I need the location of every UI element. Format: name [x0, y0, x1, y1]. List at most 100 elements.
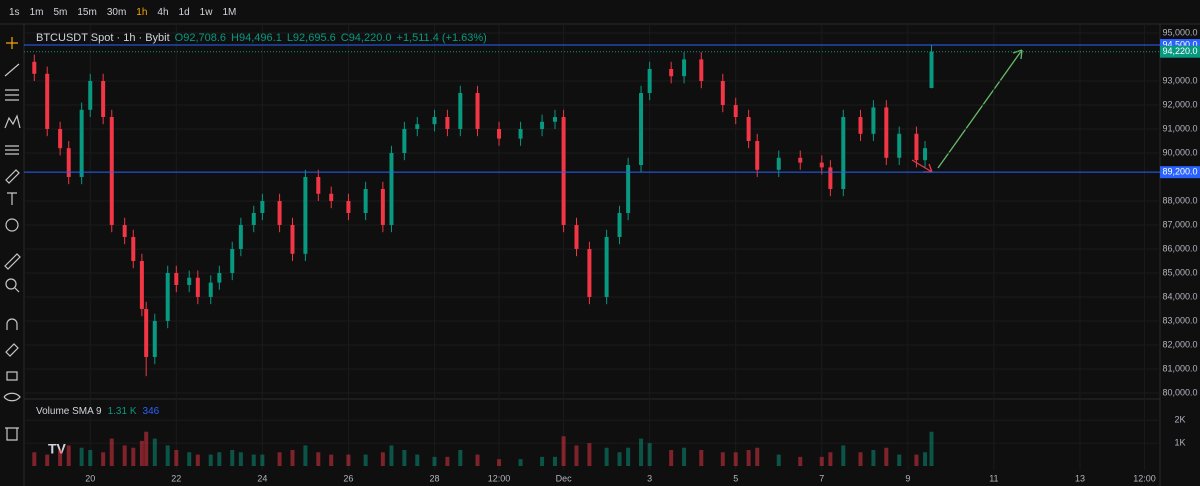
- volume-bar: [432, 456, 437, 466]
- y-tick-label: 80,000.0: [1162, 387, 1197, 397]
- volume-bar: [923, 452, 928, 466]
- volume-bar: [277, 452, 282, 466]
- candle-body: [174, 272, 179, 285]
- ohlc-value: C94,220.0: [340, 32, 392, 44]
- interval-button[interactable]: 1d: [178, 6, 190, 18]
- volume-bar: [626, 447, 631, 466]
- candle-body: [604, 236, 609, 297]
- x-tick-label: 12:00: [488, 473, 511, 483]
- volume-bar: [755, 447, 760, 466]
- volume-bar: [260, 454, 265, 466]
- interval-button[interactable]: 1s: [9, 6, 20, 18]
- x-tick-label: 7: [819, 473, 824, 483]
- volume-bar: [165, 445, 170, 466]
- volume-bar: [251, 454, 256, 466]
- x-tick-label: 12:00: [1133, 473, 1156, 483]
- candle-body: [144, 308, 149, 357]
- candle-body: [122, 224, 127, 237]
- drawing-tools[interactable]: [3, 37, 21, 441]
- interval-button[interactable]: 1w: [199, 6, 213, 18]
- volume-bar: [617, 452, 622, 466]
- volume-bar: [871, 450, 876, 466]
- volume-bar: [897, 454, 902, 466]
- volume-bar: [363, 454, 368, 466]
- volume-bar: [208, 454, 213, 466]
- volume-bar: [445, 456, 450, 466]
- volume-bar: [746, 450, 751, 466]
- volume-bar: [929, 431, 934, 466]
- volume-bar: [380, 452, 385, 466]
- volume-bar: [518, 459, 523, 466]
- volume-bar: [776, 454, 781, 466]
- volume-bar: [819, 456, 824, 466]
- candle-body: [923, 148, 928, 161]
- interval-button[interactable]: 4h: [157, 6, 169, 18]
- candle-body: [58, 128, 63, 149]
- candle-body: [626, 164, 631, 213]
- price-level-tag: [1160, 45, 1200, 58]
- candle-body: [914, 133, 919, 161]
- volume-bar: [195, 454, 200, 466]
- candle-body: [746, 116, 751, 141]
- candle-body: [617, 212, 622, 237]
- candle-body: [647, 68, 652, 93]
- volume-value: 346: [142, 406, 160, 417]
- volume-bar: [45, 454, 50, 466]
- candle-body: [561, 116, 566, 225]
- y-tick-label: 83,000.0: [1162, 315, 1197, 325]
- price-level-label: 94,500.0: [1162, 39, 1197, 49]
- y-tick-label: 90,000.0: [1162, 147, 1197, 157]
- candle-body: [445, 116, 450, 129]
- volume-bar: [389, 445, 394, 466]
- interval-button[interactable]: 1M: [222, 6, 237, 18]
- candle-body: [733, 104, 738, 117]
- x-tick-label: 20: [85, 473, 95, 483]
- volume-bar: [415, 454, 420, 466]
- volume-bar: [230, 450, 235, 466]
- candle-body: [88, 80, 93, 110]
- interval-button[interactable]: 15m: [77, 6, 97, 18]
- volume-bar: [174, 450, 179, 466]
- candle-body: [458, 92, 463, 129]
- ohlc-value: H94,496.1: [231, 32, 282, 44]
- price-level-label: 89,200.0: [1162, 167, 1197, 177]
- candle-body: [66, 148, 71, 177]
- interval-button[interactable]: 1h: [136, 6, 148, 18]
- candle-body: [402, 128, 407, 153]
- candle-body: [195, 277, 200, 297]
- interval-button[interactable]: 5m: [53, 6, 68, 18]
- candle-body: [251, 212, 256, 225]
- symbol: BTCUSDT Spot · 1h · Bybit: [36, 32, 170, 44]
- candle-body: [841, 116, 846, 189]
- volume-bar: [828, 452, 833, 466]
- volume-bar: [561, 436, 566, 466]
- x-tick-label: 24: [257, 473, 267, 483]
- x-tick-label: 13: [1075, 473, 1085, 483]
- volume-bar: [217, 452, 222, 466]
- volume-bar: [58, 450, 63, 466]
- ohlc-legend: BTCUSDT Spot · 1h · Bybit O92,708.6 H94,49…: [36, 32, 487, 44]
- volume-bar: [647, 443, 652, 466]
- candle-body: [101, 80, 106, 117]
- candle-body: [45, 73, 50, 129]
- candle-body: [497, 128, 502, 139]
- candle-body: [669, 68, 674, 77]
- candle-body: [32, 61, 37, 74]
- candle-body: [380, 188, 385, 225]
- volume-bar: [497, 459, 502, 466]
- y-tick-label: 84,000.0: [1162, 291, 1197, 301]
- candle-body: [217, 272, 222, 283]
- volume-bar: [798, 456, 803, 466]
- interval-button[interactable]: 1m: [29, 6, 44, 18]
- volume-bar: [346, 454, 351, 466]
- candle-body: [389, 152, 394, 225]
- annotation-arrows: [911, 49, 1023, 173]
- price-level-tag: [1160, 166, 1200, 179]
- volume-tick-label: 2K: [1174, 415, 1185, 425]
- candle-body: [755, 140, 760, 170]
- volume-value: 1.31 K: [107, 406, 137, 417]
- interval-button[interactable]: 30m: [106, 6, 127, 18]
- candle-body: [152, 320, 157, 357]
